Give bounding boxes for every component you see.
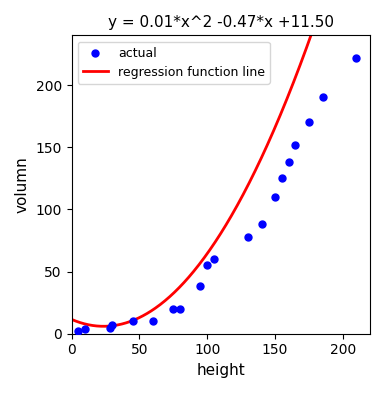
actual <box>258 221 264 228</box>
actual <box>107 324 113 331</box>
Line: regression function line: regression function line <box>72 0 370 326</box>
actual <box>279 175 285 182</box>
actual <box>150 318 156 325</box>
actual <box>204 262 210 268</box>
actual <box>198 283 204 290</box>
actual <box>211 256 217 262</box>
actual <box>245 233 251 240</box>
actual <box>130 318 136 325</box>
Title: y = 0.01*x^2 -0.47*x +11.50: y = 0.01*x^2 -0.47*x +11.50 <box>108 15 334 30</box>
Y-axis label: volumn: volumn <box>15 156 30 213</box>
actual <box>82 326 88 332</box>
regression function line <box>213 239 218 244</box>
Legend: actual, regression function line: actual, regression function line <box>78 42 270 84</box>
regression function line <box>315 17 319 21</box>
actual <box>177 306 183 312</box>
actual <box>272 194 278 200</box>
actual <box>292 141 298 148</box>
X-axis label: height: height <box>196 363 245 378</box>
regression function line <box>69 317 74 322</box>
actual <box>286 159 292 165</box>
actual <box>320 94 326 101</box>
actual <box>353 55 360 61</box>
regression function line <box>101 324 105 329</box>
actual <box>306 119 312 125</box>
regression function line <box>231 209 236 214</box>
regression function line <box>248 179 252 184</box>
regression function line <box>212 241 216 246</box>
actual <box>170 306 176 312</box>
actual <box>75 328 82 334</box>
actual <box>109 322 116 328</box>
